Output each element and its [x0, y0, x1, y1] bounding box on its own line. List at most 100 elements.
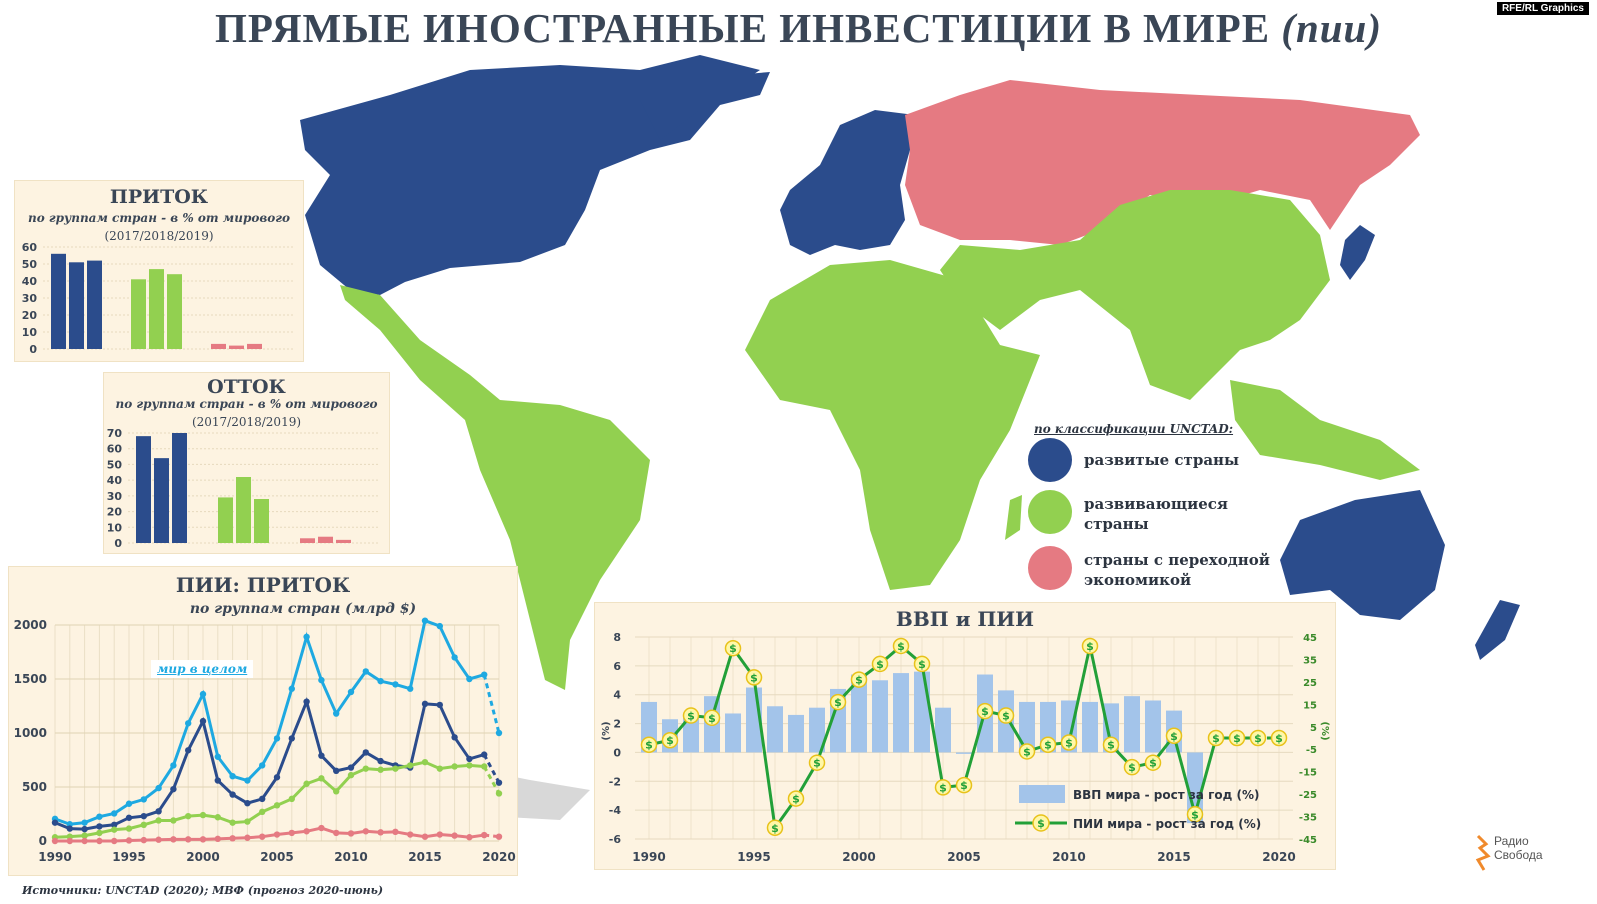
bar-developed [154, 458, 169, 543]
x-tick-label: 2000 [186, 850, 219, 864]
data-point-world [318, 676, 325, 684]
data-point-world [495, 729, 503, 737]
data-point-world [347, 688, 355, 696]
data-point-developing [288, 795, 295, 803]
data-point-developed [259, 795, 266, 803]
left-tick-label: 8 [613, 631, 621, 644]
gdp-bar [935, 707, 951, 753]
fdi-dollar-marker [913, 655, 931, 673]
data-point-developed [214, 777, 221, 784]
data-point-world [377, 677, 384, 685]
fdi-dollar-marker [892, 637, 910, 655]
data-point-developing [170, 817, 177, 824]
se-asia-shape [1230, 380, 1420, 480]
left-tick-label: 2 [613, 718, 621, 731]
x-tick-label: 1995 [737, 850, 770, 864]
dollar-icon: $ [729, 642, 737, 655]
bar-transition [247, 343, 262, 349]
map-developed-regions [300, 55, 1520, 660]
data-point-world [155, 784, 162, 792]
line-subtitle: по группам стран (млрд $) [189, 601, 417, 617]
data-point-transition [451, 832, 458, 839]
gdp-bar [851, 674, 867, 753]
left-tick-label: 6 [613, 660, 621, 673]
fdi-dollar-marker [1270, 729, 1288, 747]
data-point-developing [377, 766, 384, 773]
right-tick-label: -25 [1299, 790, 1317, 801]
x-tick-label: 1990 [632, 850, 665, 864]
dollar-icon: $ [1044, 739, 1052, 752]
fdi-dollar-marker [1207, 729, 1225, 747]
greenland-shape [640, 55, 760, 140]
credit-badge: RFE/RL Graphics [1496, 2, 1589, 15]
data-point-world [96, 813, 103, 820]
fdi-dollar-marker [640, 736, 658, 753]
africa-shape [745, 260, 1040, 590]
data-point-world [170, 762, 177, 769]
fdi-dollar-marker [682, 707, 700, 724]
right-tick-label: -45 [1299, 835, 1317, 846]
data-point-developed [362, 749, 369, 756]
data-point-developed [436, 701, 443, 709]
fdi-dollar-marker [724, 639, 742, 657]
fdi-dollar-marker [808, 754, 826, 771]
data-point-transition [362, 828, 369, 835]
dollar-icon: $ [1170, 730, 1178, 743]
x-tick-label: 2005 [947, 850, 980, 864]
data-point-developed [125, 814, 133, 821]
bar-developed [87, 260, 102, 349]
bar-transition [211, 343, 226, 349]
data-point-transition [333, 829, 340, 837]
fdi-dollar-marker [1018, 743, 1036, 760]
data-point-transition [170, 836, 177, 843]
y-tick-label: 50 [22, 258, 38, 271]
x-tick-label: 1995 [112, 850, 145, 864]
data-point-world [199, 690, 207, 698]
data-point-developing [81, 832, 88, 839]
y-tick-label: 70 [107, 427, 123, 440]
data-point-developing [185, 812, 192, 820]
data-point-world [407, 685, 414, 692]
y-tick-label: 60 [107, 443, 123, 456]
data-point-world [392, 681, 399, 688]
bar-developed [51, 253, 66, 349]
data-point-transition [273, 831, 281, 838]
x-tick-label: 2015 [408, 850, 441, 864]
gdp-panel: ВВП и ПИИ -6 -4 -2 0 2 4 6 8 -45 -35 -25 -15 -5 5 15 25… [594, 602, 1336, 870]
outflow-years: (2017/2018/2019) [191, 415, 302, 429]
bar-transition [318, 536, 333, 543]
bar-developed [172, 433, 187, 543]
data-point-world [259, 762, 266, 769]
right-tick-label: -5 [1306, 745, 1317, 756]
outflow-chart: 0 10 20 30 40 50 60 70 [107, 427, 379, 550]
page-title: ПРЯМЫЕ ИНОСТРАННЫЕ ИНВЕСТИЦИИ В МИРЕ (пи… [214, 5, 1383, 51]
data-point-developed [140, 812, 147, 820]
data-point-transition [303, 828, 310, 835]
data-point-developing [96, 829, 103, 837]
dollar-icon: $ [813, 757, 821, 770]
gdp-title: ВВП и ПИИ [895, 607, 1035, 631]
dollar-icon: $ [855, 674, 863, 687]
map-developing-regions [340, 190, 1420, 690]
x-tick-label: 2020 [1262, 850, 1295, 864]
data-point-developed [495, 779, 503, 786]
y-tick-label: 10 [22, 326, 38, 339]
map-legend-title: по классификации UNCTAD: [1034, 422, 1234, 436]
data-point-developing [273, 802, 281, 809]
data-point-developing [436, 765, 443, 772]
dollar-icon: $ [666, 734, 674, 747]
dollar-icon: $ [1128, 761, 1136, 774]
line-chart: 0 500 1000 1500 2000 1990 1995 2000 2005 2010 2015… [14, 617, 516, 864]
right-tick-label: -15 [1299, 768, 1317, 779]
europe-shape [780, 110, 915, 255]
outflow-panel: ОТТОК по группам стран - в % от мирового… [103, 372, 390, 554]
data-point-developing [481, 763, 488, 770]
asia-shape [940, 190, 1330, 400]
y-tick-label: 1000 [14, 726, 47, 740]
data-point-developing [421, 758, 429, 766]
data-point-transition [51, 837, 59, 845]
data-point-transition [155, 836, 162, 843]
y-tick-label: 20 [107, 506, 123, 519]
legend-label-developed: развитые страны [1084, 451, 1240, 469]
